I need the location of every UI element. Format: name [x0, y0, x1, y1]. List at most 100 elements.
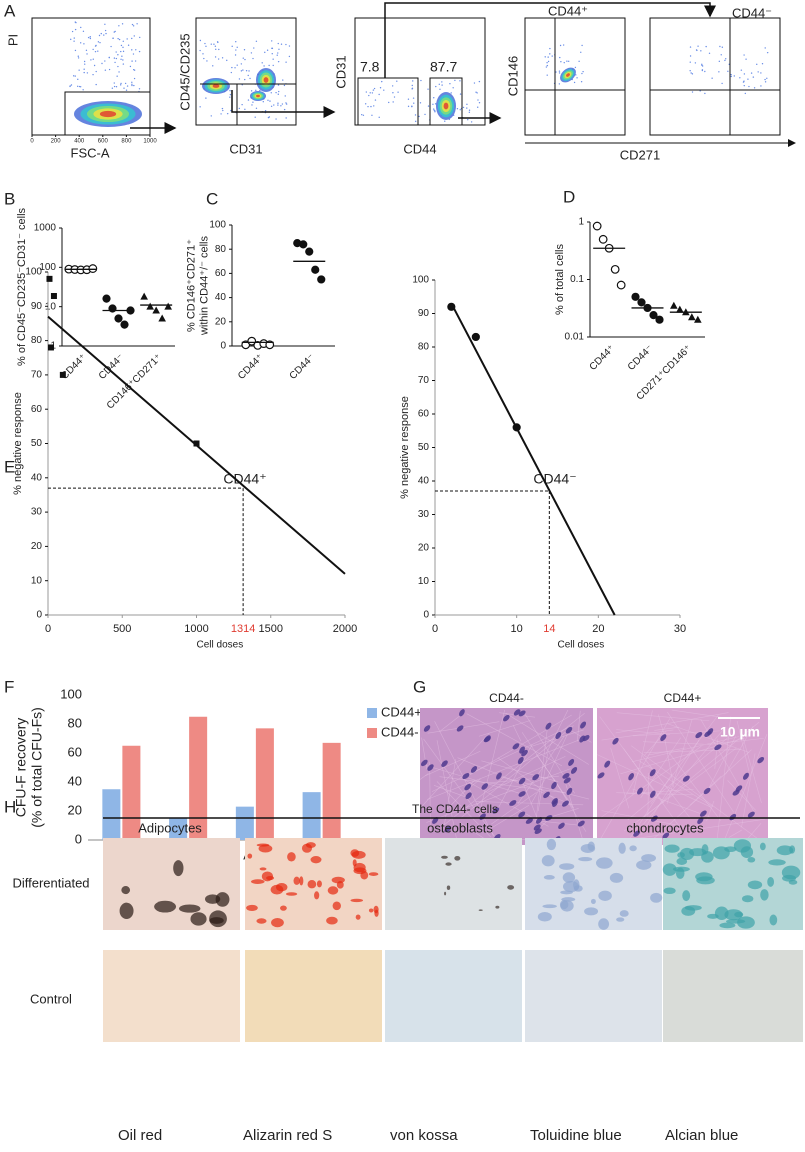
stain-image — [385, 950, 522, 1042]
fiber — [505, 712, 589, 765]
axis-label: PI — [5, 34, 20, 46]
event — [283, 108, 286, 111]
event — [277, 42, 279, 45]
point — [512, 423, 521, 432]
nucleus — [757, 756, 765, 764]
y-axis-label: (% of total CFU-Fs) — [29, 707, 45, 828]
y-tick-label: 20 — [418, 543, 430, 554]
point — [694, 315, 702, 323]
fiber — [597, 754, 712, 808]
stain-spot — [314, 891, 320, 900]
event — [115, 51, 117, 53]
plot-title: CD44⁻ — [732, 5, 772, 20]
nucleus — [459, 709, 465, 717]
event — [83, 43, 85, 45]
event — [558, 83, 561, 85]
event — [226, 112, 229, 115]
event — [575, 74, 577, 76]
event — [559, 56, 561, 59]
event — [720, 54, 722, 56]
stain-spot — [768, 859, 786, 866]
event — [122, 46, 124, 49]
event — [560, 60, 562, 63]
event — [120, 82, 122, 85]
event — [113, 57, 116, 59]
event — [70, 38, 72, 41]
event — [694, 62, 697, 64]
stain-spot — [733, 839, 752, 853]
density — [256, 94, 260, 98]
event — [721, 46, 724, 48]
event — [411, 84, 413, 87]
nucleus — [464, 783, 472, 791]
event — [131, 23, 134, 26]
event — [268, 64, 270, 67]
event — [72, 75, 75, 77]
stain-spot — [769, 914, 778, 926]
event — [271, 52, 273, 55]
fiber — [512, 725, 522, 742]
event — [199, 39, 202, 42]
event — [242, 69, 244, 71]
stain-spot — [285, 892, 298, 896]
fiber — [632, 788, 711, 818]
event — [378, 93, 380, 96]
event — [285, 117, 287, 119]
stain-spot — [726, 919, 746, 924]
fiber — [436, 781, 491, 838]
event — [477, 106, 479, 108]
event — [725, 58, 727, 60]
event — [427, 105, 430, 107]
cutoff-label: 14 — [543, 623, 555, 635]
event — [449, 82, 451, 85]
event — [747, 78, 749, 80]
x-tick-label: 10 — [511, 623, 523, 635]
event — [259, 89, 261, 92]
event — [111, 87, 114, 89]
nucleus — [492, 807, 500, 814]
event — [718, 71, 720, 73]
event — [383, 89, 385, 91]
stain-spot — [270, 884, 284, 895]
y-tick-label: 0 — [75, 831, 82, 846]
fiber — [707, 738, 764, 745]
event — [122, 63, 125, 65]
event — [80, 26, 82, 29]
fiber — [601, 729, 674, 741]
event — [743, 54, 745, 56]
event — [546, 62, 548, 64]
event — [700, 50, 702, 52]
event — [413, 102, 415, 104]
event — [704, 92, 706, 95]
stain-spot — [696, 876, 715, 885]
fiber — [426, 735, 590, 800]
event — [466, 107, 468, 109]
y-tick-label: 40 — [418, 476, 430, 487]
event — [117, 54, 119, 56]
fiber — [668, 752, 721, 821]
event — [718, 60, 721, 63]
fiber — [598, 745, 702, 820]
event — [432, 108, 435, 110]
nucleus — [697, 817, 704, 825]
fiber — [654, 726, 680, 731]
density — [443, 102, 449, 110]
event — [724, 59, 726, 62]
event — [131, 84, 133, 87]
event — [79, 86, 82, 88]
event — [231, 66, 233, 69]
fiber — [640, 739, 700, 836]
nucleus — [420, 759, 428, 767]
event — [135, 49, 137, 51]
stain-spot — [676, 857, 688, 865]
event — [244, 78, 246, 81]
point — [299, 240, 308, 249]
row-label: Differentiated — [12, 875, 89, 890]
stain-spot — [507, 885, 515, 890]
fiber — [639, 760, 714, 808]
stain-spot — [543, 875, 555, 880]
stain-spot — [629, 845, 637, 852]
event — [138, 88, 141, 90]
y-tick-label: 100 — [60, 686, 82, 701]
